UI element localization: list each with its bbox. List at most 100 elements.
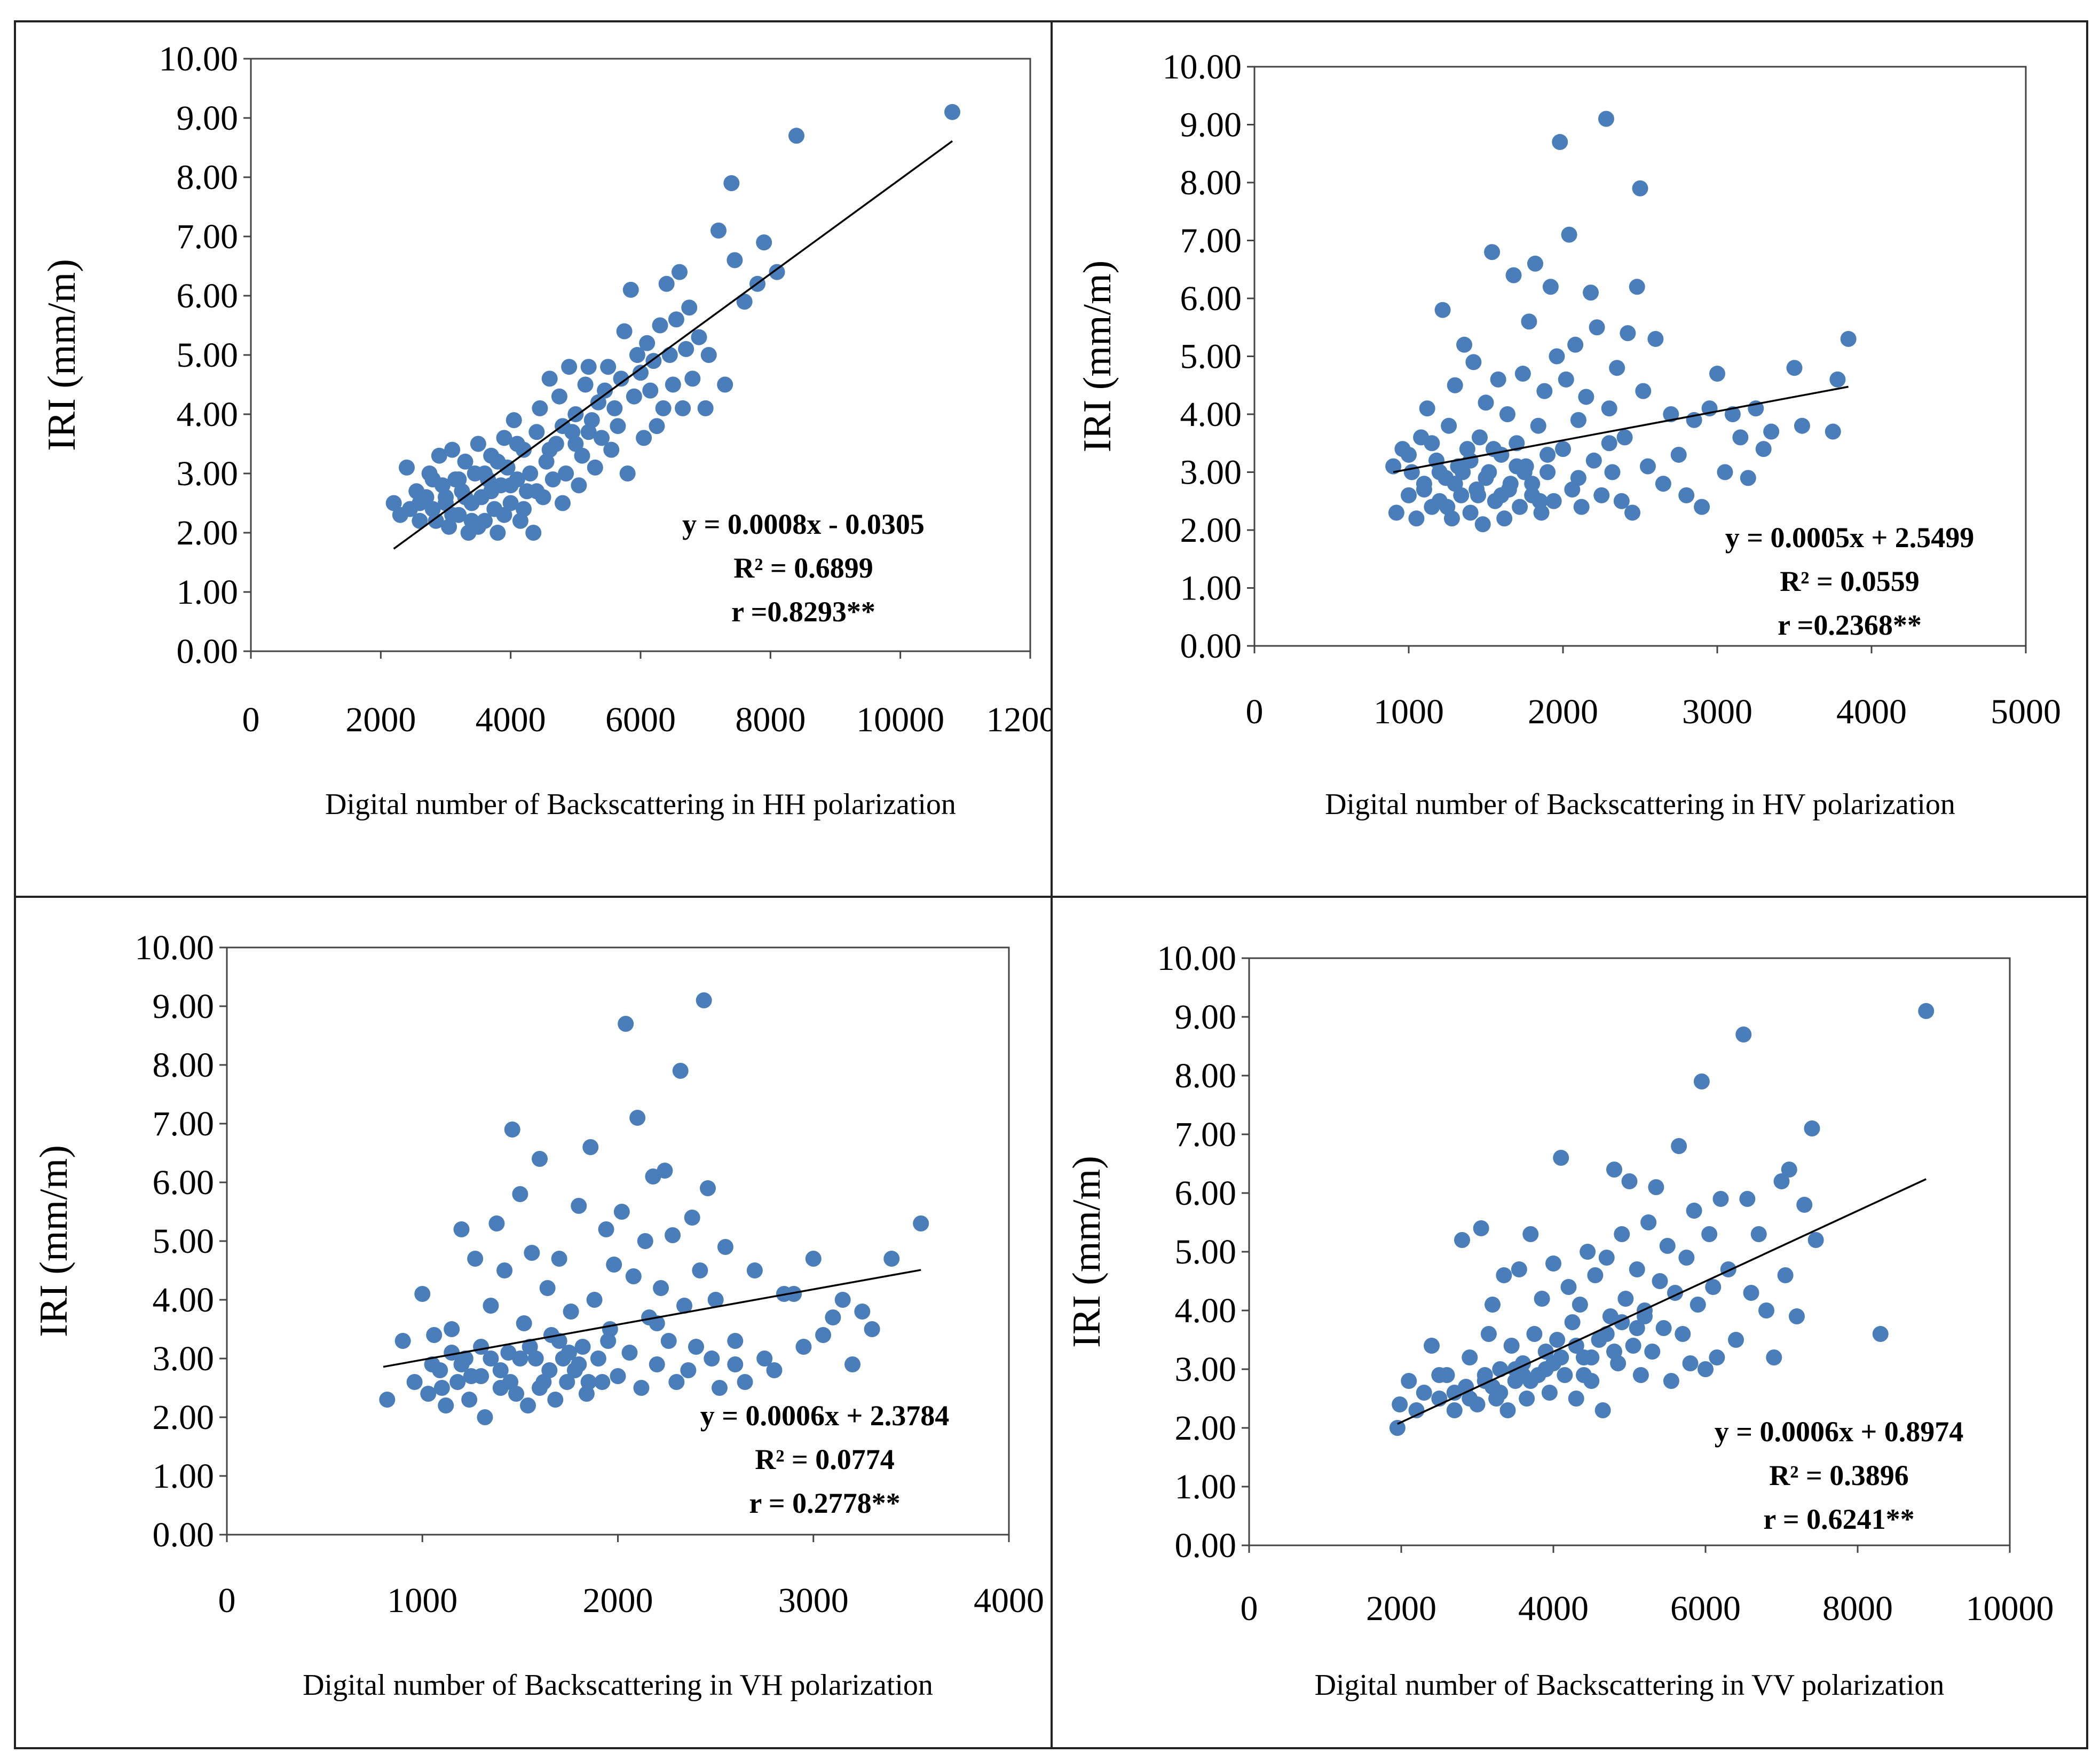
x-axis-label: Digital number of Backscattering in HH p… (325, 788, 956, 821)
data-point (483, 483, 500, 500)
data-point (1644, 1344, 1661, 1360)
data-point (461, 1392, 478, 1408)
regression-annotation: r =0.2368** (1778, 609, 1922, 641)
y-tick-label: 10.00 (135, 928, 215, 967)
data-point (1470, 487, 1487, 503)
data-point (1431, 464, 1448, 480)
x-tick-label: 0 (218, 1581, 236, 1620)
data-point (1572, 1297, 1588, 1313)
data-point (457, 453, 473, 470)
data-point (1682, 1355, 1699, 1371)
data-point (551, 1333, 567, 1349)
y-tick-label: 8.00 (153, 1046, 215, 1085)
x-axis-label: Digital number of Backscattering in VH p… (303, 1669, 933, 1702)
y-tick-label: 1.00 (153, 1457, 215, 1496)
data-point (502, 495, 519, 511)
data-point (1918, 1003, 1935, 1019)
data-point (394, 1333, 411, 1349)
data-point (699, 1180, 716, 1196)
data-point (665, 1227, 681, 1243)
data-point (788, 128, 804, 144)
data-point (795, 1339, 812, 1355)
y-tick-label: 3.00 (1180, 453, 1242, 492)
data-point (691, 329, 707, 345)
y-tick-label: 9.00 (1175, 998, 1237, 1037)
data-point (1648, 1179, 1664, 1195)
data-point (424, 1356, 440, 1372)
data-point (547, 1392, 564, 1408)
data-point (1416, 1385, 1432, 1401)
data-point (1604, 464, 1621, 480)
plot-area (1253, 66, 2027, 647)
data-point (649, 1356, 665, 1372)
data-point (1441, 417, 1457, 434)
data-point (525, 525, 542, 541)
data-point (1446, 1402, 1463, 1418)
y-tick-label: 3.00 (177, 454, 239, 493)
data-point (1424, 1338, 1440, 1354)
data-point (598, 1221, 614, 1237)
data-point (727, 1333, 744, 1349)
data-point (681, 299, 698, 316)
data-point (684, 1210, 700, 1226)
data-point (1693, 1073, 1710, 1089)
x-tick-label: 4000 (974, 1581, 1044, 1620)
data-point (1659, 1238, 1676, 1254)
data-point (492, 1362, 509, 1378)
data-point (1709, 366, 1725, 382)
data-point (655, 400, 672, 416)
data-point (1501, 481, 1517, 498)
data-point (1609, 360, 1625, 376)
data-point (1558, 371, 1574, 388)
data-point (1557, 1367, 1573, 1383)
data-point (707, 1292, 724, 1308)
data-point (1454, 1232, 1470, 1248)
data-point (692, 1262, 708, 1278)
data-point (1509, 435, 1525, 452)
x-tick-label: 8000 (735, 700, 806, 739)
x-tick-label: 4000 (1836, 692, 1907, 731)
data-point (516, 501, 532, 517)
data-point (657, 1163, 673, 1179)
regression-annotation: y = 0.0005x + 2.5499 (1725, 522, 1975, 554)
data-point (672, 264, 688, 280)
data-point (1629, 1320, 1645, 1336)
data-point (1408, 510, 1425, 527)
data-point (558, 465, 574, 481)
data-point (834, 1292, 851, 1308)
data-point (582, 1139, 599, 1155)
data-point (1514, 366, 1531, 382)
data-point (1675, 1326, 1691, 1342)
data-point (697, 400, 714, 416)
y-tick-label: 4.00 (177, 395, 239, 434)
y-tick-label: 6.00 (1180, 279, 1242, 318)
data-point (1840, 330, 1857, 347)
data-point (1478, 470, 1494, 486)
data-point (1781, 1162, 1797, 1178)
data-point (516, 1315, 532, 1331)
data-point (428, 512, 444, 529)
data-point (1773, 1173, 1790, 1189)
y-tick-label: 2.00 (177, 514, 239, 552)
data-point (696, 992, 712, 1008)
data-point (1624, 504, 1641, 521)
y-tick-label: 8.00 (177, 158, 239, 197)
data-point (649, 418, 665, 435)
data-point (1573, 499, 1590, 515)
data-point (1447, 476, 1463, 492)
data-point (815, 1327, 832, 1343)
data-point (1401, 446, 1417, 463)
data-point (1564, 1314, 1581, 1330)
data-point (711, 1380, 728, 1396)
y-axis-label: IRI (mm/m) (1065, 1156, 1109, 1348)
data-point (477, 1409, 493, 1425)
y-tick-label: 9.00 (153, 987, 215, 1026)
data-point (1416, 481, 1432, 498)
data-point (563, 1304, 579, 1320)
data-point (1567, 336, 1584, 353)
data-point (1553, 1150, 1569, 1166)
data-point (1632, 1367, 1649, 1383)
data-point (737, 1374, 753, 1390)
y-tick-label: 4.00 (153, 1281, 215, 1320)
